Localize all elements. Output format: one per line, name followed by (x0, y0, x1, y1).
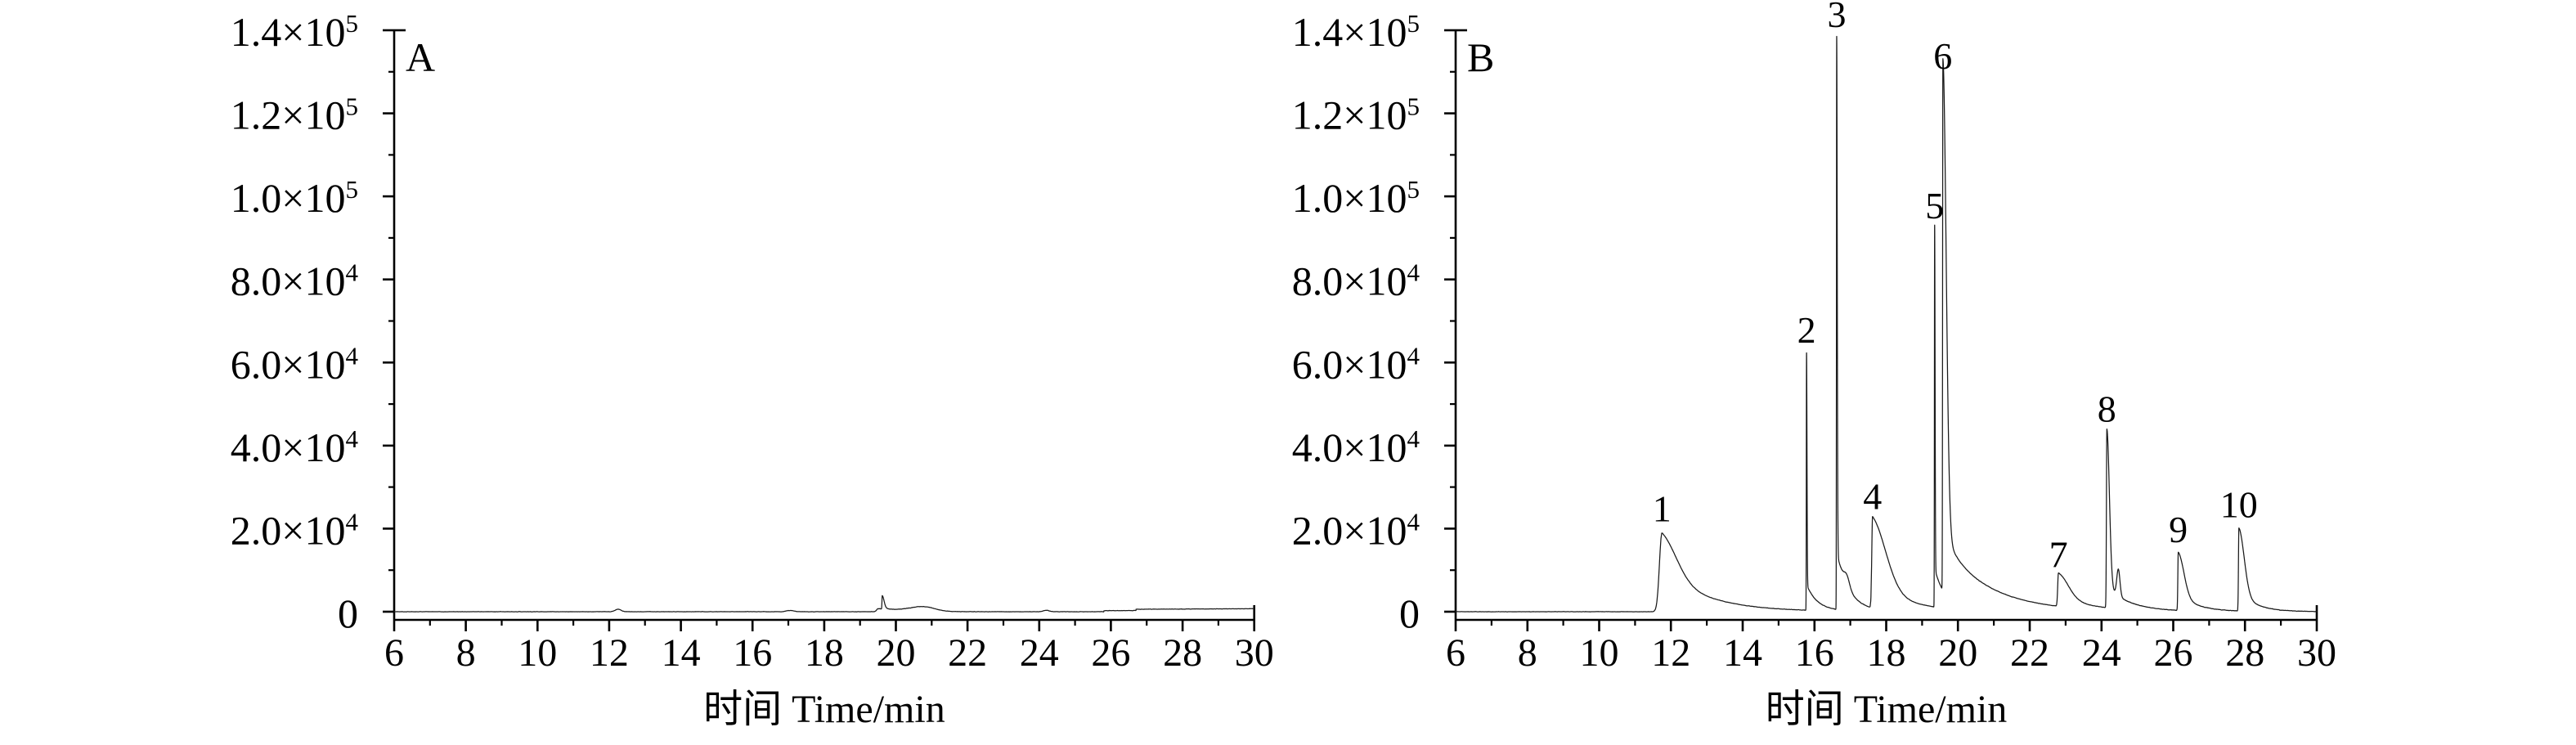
svg-text:14: 14 (1723, 631, 1762, 675)
svg-text:5: 5 (1925, 185, 1944, 227)
svg-text:22: 22 (2010, 631, 2049, 675)
svg-text:9: 9 (2169, 509, 2188, 550)
svg-text:10: 10 (2220, 483, 2258, 525)
svg-text:B: B (1467, 34, 1494, 80)
svg-text:6: 6 (1446, 631, 1465, 675)
svg-text:6.0×104: 6.0×104 (231, 341, 359, 388)
svg-text:8: 8 (2098, 388, 2116, 430)
svg-text:20: 20 (1938, 631, 1977, 675)
svg-text:A: A (406, 34, 435, 80)
svg-text:16: 16 (1795, 631, 1834, 675)
svg-text:0: 0 (1399, 590, 1420, 636)
svg-text:7: 7 (2049, 533, 2068, 575)
svg-text:2.0×104: 2.0×104 (231, 507, 359, 554)
svg-text:28: 28 (2225, 631, 2264, 675)
svg-text:18: 18 (1867, 631, 1906, 675)
svg-text:2.0×104: 2.0×104 (1292, 507, 1420, 554)
svg-text:1.2×105: 1.2×105 (1292, 92, 1420, 138)
svg-text:3: 3 (1828, 0, 1847, 35)
svg-text:30: 30 (1235, 631, 1274, 675)
svg-text:14: 14 (662, 631, 701, 675)
svg-text:4.0×104: 4.0×104 (231, 424, 359, 470)
svg-text:1: 1 (1653, 488, 1672, 530)
svg-text:6: 6 (384, 631, 404, 675)
svg-text:12: 12 (590, 631, 629, 675)
svg-text:8.0×104: 8.0×104 (1292, 258, 1420, 304)
svg-text:10: 10 (1580, 631, 1619, 675)
svg-text:22: 22 (948, 631, 987, 675)
svg-text:时间 Time/min: 时间 Time/min (703, 688, 945, 731)
svg-text:6: 6 (1933, 35, 1952, 77)
svg-text:4: 4 (1863, 475, 1882, 517)
svg-text:6.0×104: 6.0×104 (1292, 341, 1420, 388)
svg-text:2: 2 (1797, 309, 1816, 351)
svg-text:4.0×104: 4.0×104 (1292, 424, 1420, 470)
svg-text:26: 26 (2154, 631, 2193, 675)
svg-text:1.0×105: 1.0×105 (231, 175, 358, 222)
svg-text:8.0×104: 8.0×104 (231, 258, 359, 304)
svg-text:18: 18 (805, 631, 844, 675)
svg-text:28: 28 (1163, 631, 1202, 675)
svg-text:时间 Time/min: 时间 Time/min (1766, 688, 2008, 731)
svg-text:0: 0 (338, 590, 358, 636)
svg-text:1.4×105: 1.4×105 (231, 9, 358, 56)
svg-text:30: 30 (2297, 631, 2336, 675)
svg-text:24: 24 (2082, 631, 2121, 675)
svg-text:16: 16 (733, 631, 772, 675)
svg-text:10: 10 (518, 631, 557, 675)
svg-text:12: 12 (1651, 631, 1690, 675)
svg-text:8: 8 (1518, 631, 1537, 675)
svg-text:26: 26 (1091, 631, 1130, 675)
svg-text:8: 8 (456, 631, 476, 675)
svg-text:1.4×105: 1.4×105 (1292, 9, 1420, 56)
svg-text:1.2×105: 1.2×105 (231, 92, 358, 138)
svg-text:1.0×105: 1.0×105 (1292, 175, 1420, 222)
svg-text:20: 20 (877, 631, 916, 675)
svg-text:24: 24 (1020, 631, 1059, 675)
